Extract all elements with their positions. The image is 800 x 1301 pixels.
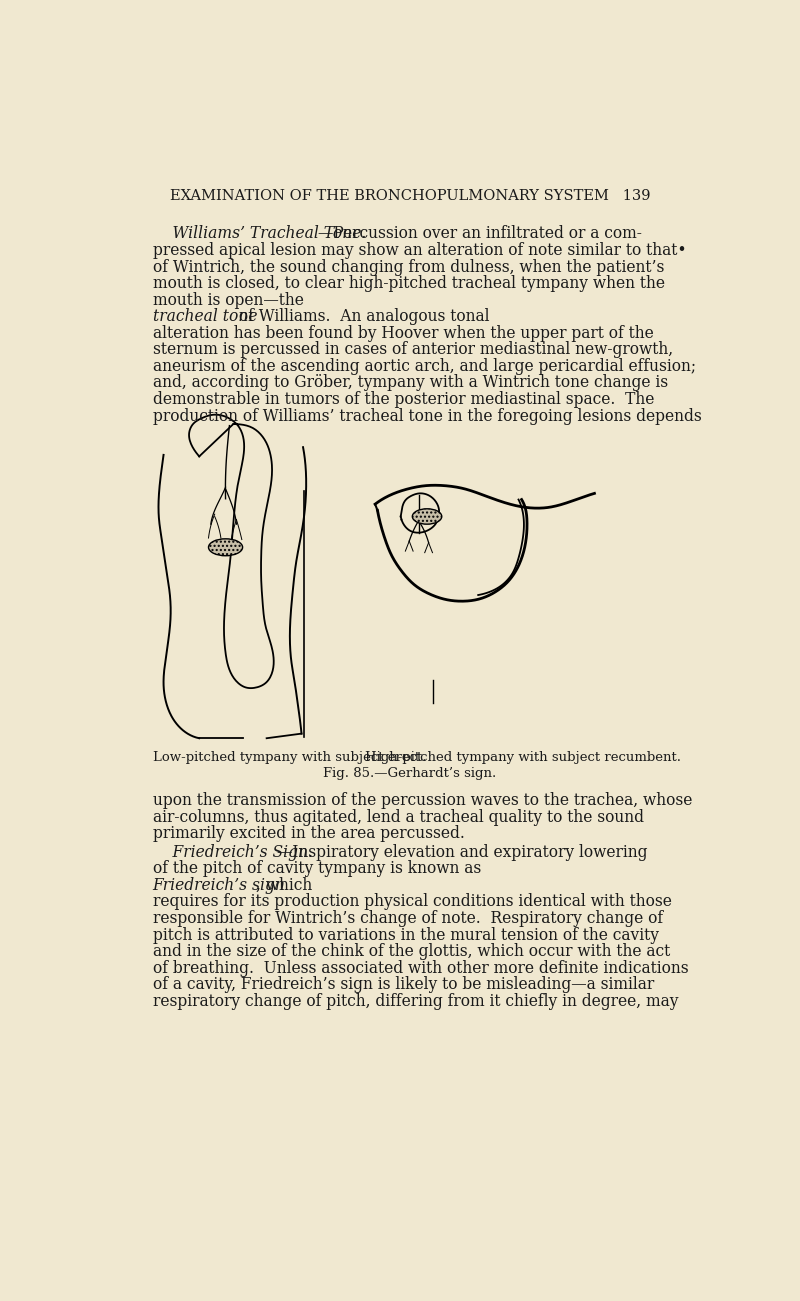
- Text: of breathing.  Unless associated with other more definite indications: of breathing. Unless associated with oth…: [153, 960, 688, 977]
- Text: upon the transmission of the percussion waves to the trachea, whose: upon the transmission of the percussion …: [153, 792, 692, 809]
- Text: —Inspiratory elevation and expiratory lowering: —Inspiratory elevation and expiratory lo…: [277, 844, 647, 861]
- Text: EXAMINATION OF THE BRONCHOPULMONARY SYSTEM   139: EXAMINATION OF THE BRONCHOPULMONARY SYST…: [170, 189, 650, 203]
- Text: production of Williams’ tracheal tone in the foregoing lesions depends: production of Williams’ tracheal tone in…: [153, 407, 702, 424]
- Text: pitch is attributed to variations in the mural tension of the cavity: pitch is attributed to variations in the…: [153, 926, 658, 943]
- Text: High-pitched tympany with subject recumbent.: High-pitched tympany with subject recumb…: [365, 751, 681, 764]
- Ellipse shape: [209, 539, 242, 556]
- Text: requires for its production physical conditions identical with those: requires for its production physical con…: [153, 894, 671, 911]
- Text: Friedreich’s Sign.: Friedreich’s Sign.: [153, 844, 313, 861]
- Text: primarily excited in the area percussed.: primarily excited in the area percussed.: [153, 825, 465, 842]
- Text: sternum is percussed in cases of anterior mediastinal new-growth,: sternum is percussed in cases of anterio…: [153, 341, 673, 358]
- Text: Fig. 85.—Gerhardt’s sign.: Fig. 85.—Gerhardt’s sign.: [323, 766, 497, 779]
- Text: respiratory change of pitch, differing from it chiefly in degree, may: respiratory change of pitch, differing f…: [153, 993, 678, 1010]
- Text: air-columns, thus agitated, lend a tracheal quality to the sound: air-columns, thus agitated, lend a trach…: [153, 809, 644, 826]
- Text: Friedreich’s sign: Friedreich’s sign: [153, 877, 286, 894]
- Text: of Wintrich, the sound changing from dulness, when the patient’s: of Wintrich, the sound changing from dul…: [153, 259, 664, 276]
- Text: of a cavity, Friedreich’s sign is likely to be misleading—a similar: of a cavity, Friedreich’s sign is likely…: [153, 976, 654, 993]
- Text: mouth is closed, to clear high-pitched tracheal tympany when the: mouth is closed, to clear high-pitched t…: [153, 275, 665, 293]
- Text: Williams’ Tracheal Tone.: Williams’ Tracheal Tone.: [153, 225, 366, 242]
- Text: pressed apical lesion may show an alteration of note similar to that•: pressed apical lesion may show an altera…: [153, 242, 686, 259]
- Text: alteration has been found by Hoover when the upper part of the: alteration has been found by Hoover when…: [153, 325, 654, 342]
- Text: of the pitch of cavity tympany is known as: of the pitch of cavity tympany is known …: [153, 860, 486, 877]
- Text: and in the size of the chink of the glottis, which occur with the act: and in the size of the chink of the glot…: [153, 943, 670, 960]
- Text: mouth is open—the: mouth is open—the: [153, 291, 309, 308]
- Ellipse shape: [412, 509, 442, 524]
- Text: responsible for Wintrich’s change of note.  Respiratory change of: responsible for Wintrich’s change of not…: [153, 909, 663, 926]
- Text: —Percussion over an infiltrated or a com-: —Percussion over an infiltrated or a com…: [318, 225, 642, 242]
- Text: , which: , which: [256, 877, 312, 894]
- Text: demonstrable in tumors of the posterior mediastinal space.  The: demonstrable in tumors of the posterior …: [153, 392, 654, 409]
- Text: Low-pitched tympany with subject erect.: Low-pitched tympany with subject erect.: [153, 751, 426, 764]
- Text: of Williams.  An analogous tonal: of Williams. An analogous tonal: [234, 308, 489, 325]
- Text: tracheal tone: tracheal tone: [153, 308, 258, 325]
- Text: and, according to Gröber, tympany with a Wintrich tone change is: and, according to Gröber, tympany with a…: [153, 375, 668, 392]
- Text: aneurism of the ascending aortic arch, and large pericardial effusion;: aneurism of the ascending aortic arch, a…: [153, 358, 696, 375]
